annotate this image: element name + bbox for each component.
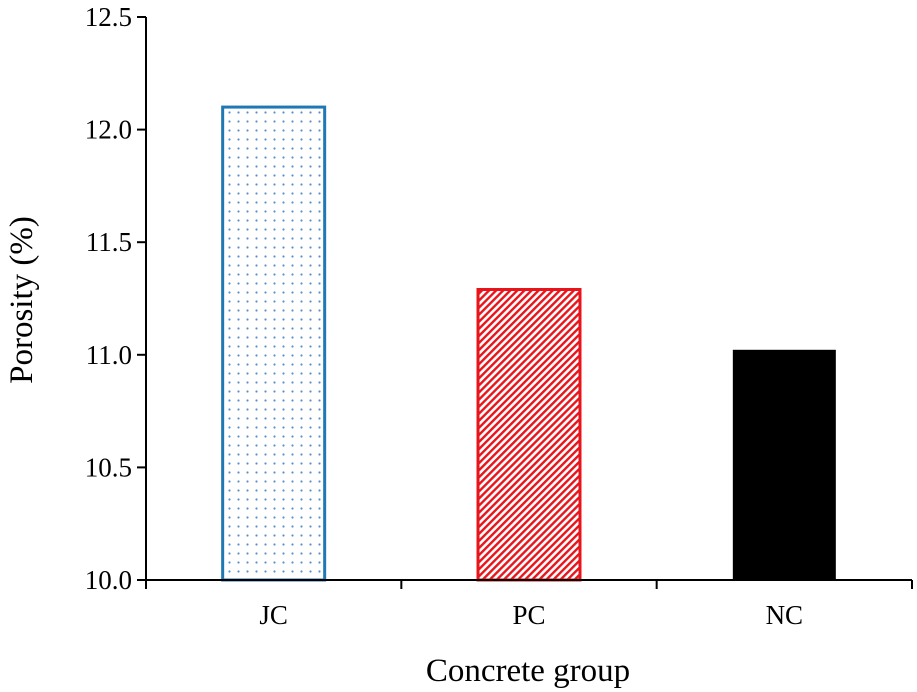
y-axis: 10.0 10.5 11.0 11.5 12.0 12.5: [85, 2, 147, 595]
x-ticks: JC PC NC: [145, 580, 913, 630]
y-tick-label: 10.5: [85, 452, 132, 482]
x-tick-label-nc: NC: [766, 600, 804, 630]
x-axis-title: Concrete group: [426, 653, 630, 689]
bar-nc: [732, 349, 836, 581]
bar-pc: [476, 287, 582, 582]
y-axis-title: Porosity (%): [4, 216, 40, 384]
bar-jc: [221, 105, 327, 582]
x-tick-label-jc: JC: [259, 600, 288, 630]
y-tick-label: 10.0: [85, 565, 132, 595]
y-tick-label: 12.0: [85, 115, 132, 145]
y-tick-label: 12.5: [85, 2, 132, 32]
y-tick-label: 11.5: [86, 227, 132, 257]
y-ticks: 10.0 10.5 11.0 11.5 12.0 12.5: [85, 2, 146, 595]
x-axis: JC PC NC: [145, 579, 913, 630]
bars-group: [221, 105, 836, 582]
y-tick-label: 11.0: [86, 340, 132, 370]
x-tick-label-pc: PC: [512, 600, 545, 630]
